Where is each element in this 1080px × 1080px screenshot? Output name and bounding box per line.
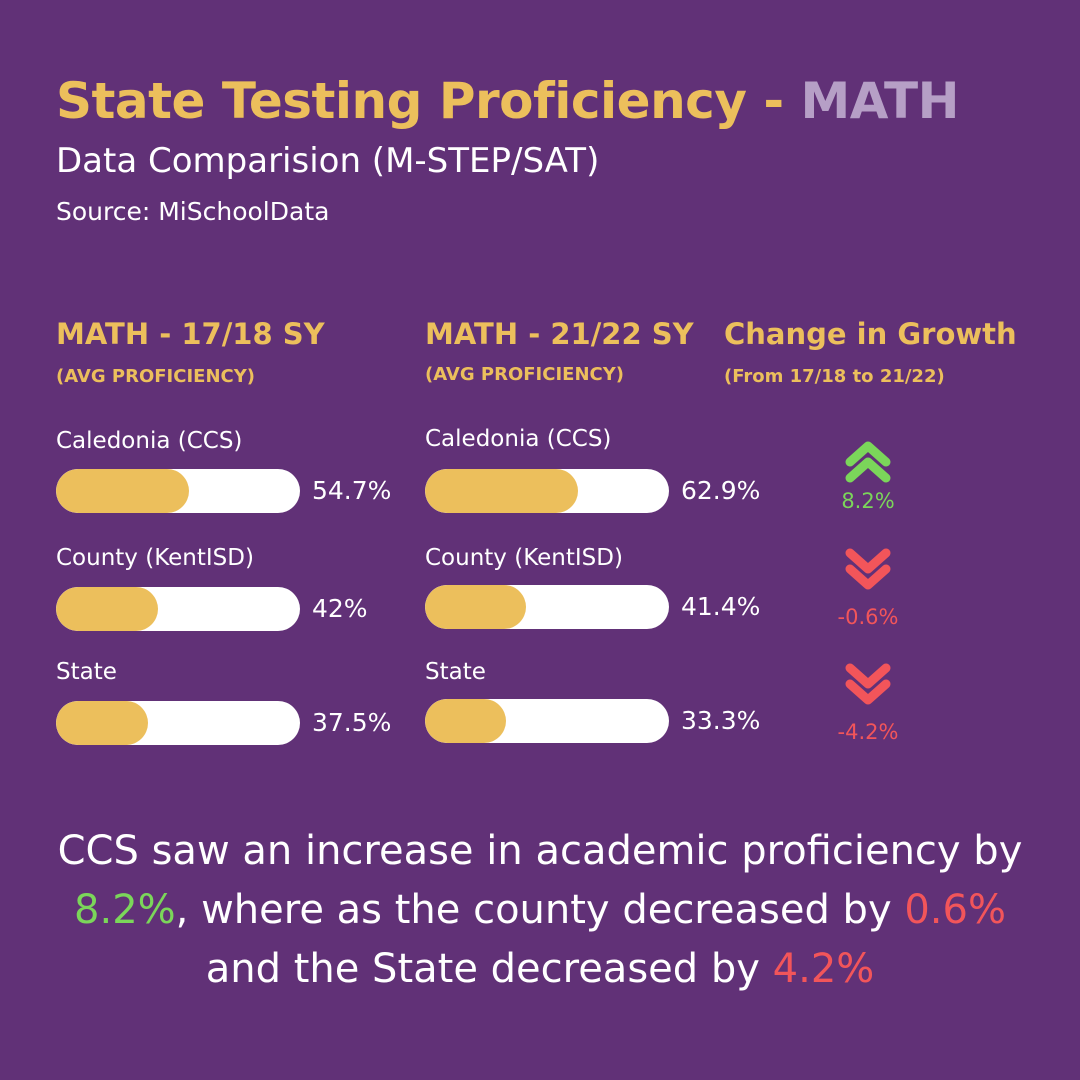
- row-label-state: State: [56, 659, 117, 685]
- bar-track-county: [56, 587, 300, 631]
- change-value-ccs: 8.2%: [841, 489, 895, 513]
- bar-value-ccs: 62.9%: [681, 476, 761, 505]
- double-chevron-down-icon: [844, 662, 892, 708]
- bar-track-county: [425, 585, 669, 629]
- summary-state-value: 4.2%: [772, 946, 875, 992]
- summary-part-2: , where as the county decreased by: [175, 887, 905, 933]
- bar-fill-state: [425, 699, 506, 743]
- row-label-county: County (KentISD): [56, 545, 254, 571]
- title-main: State Testing Proficiency -: [56, 72, 801, 130]
- bar-fill-ccs: [56, 469, 189, 513]
- row-label-ccs: Caledonia (CCS): [425, 426, 612, 452]
- column-subheading-change: (From 17/18 to 21/22): [724, 366, 945, 387]
- bar-track-ccs: [56, 469, 300, 513]
- row-label-county: County (KentISD): [425, 545, 623, 571]
- bar-value-state: 37.5%: [312, 708, 392, 737]
- double-chevron-down-icon: [844, 547, 892, 593]
- bar-fill-state: [56, 701, 148, 745]
- summary-text: CCS saw an increase in academic proficie…: [40, 822, 1040, 999]
- column-heading-1718: MATH - 17/18 SY: [56, 317, 325, 351]
- bar-value-state: 33.3%: [681, 706, 761, 735]
- summary-ccs-value: 8.2%: [74, 887, 176, 933]
- double-chevron-up-icon: [844, 438, 892, 484]
- bar-value-county: 42%: [312, 594, 368, 623]
- bar-value-county: 41.4%: [681, 592, 761, 621]
- bar-fill-county: [425, 585, 526, 629]
- page-title: State Testing Proficiency - MATH: [56, 68, 960, 134]
- bar-track-ccs: [425, 469, 669, 513]
- summary-part-1: CCS saw an increase in academic proficie…: [57, 828, 1023, 874]
- source-note: Source: MiSchoolData: [56, 197, 330, 226]
- bar-value-ccs: 54.7%: [312, 476, 392, 505]
- bar-track-state: [56, 701, 300, 745]
- column-heading-change: Change in Growth: [724, 317, 1017, 351]
- bar-track-state: [425, 699, 669, 743]
- bar-fill-ccs: [425, 469, 578, 513]
- row-label-state: State: [425, 659, 486, 685]
- summary-part-3: and the State decreased by: [205, 946, 773, 992]
- change-value-county: -0.6%: [837, 605, 899, 629]
- column-subheading-2122: (AVG PROFICIENCY): [425, 364, 624, 385]
- row-label-ccs: Caledonia (CCS): [56, 428, 243, 454]
- bar-fill-county: [56, 587, 158, 631]
- change-value-state: -4.2%: [837, 720, 899, 744]
- column-subheading-1718: (AVG PROFICIENCY): [56, 366, 255, 387]
- title-subject: MATH: [800, 72, 960, 130]
- subtitle: Data Comparision (M-STEP/SAT): [56, 141, 600, 181]
- summary-county-value: 0.6%: [904, 887, 1006, 933]
- column-heading-2122: MATH - 21/22 SY: [425, 317, 694, 351]
